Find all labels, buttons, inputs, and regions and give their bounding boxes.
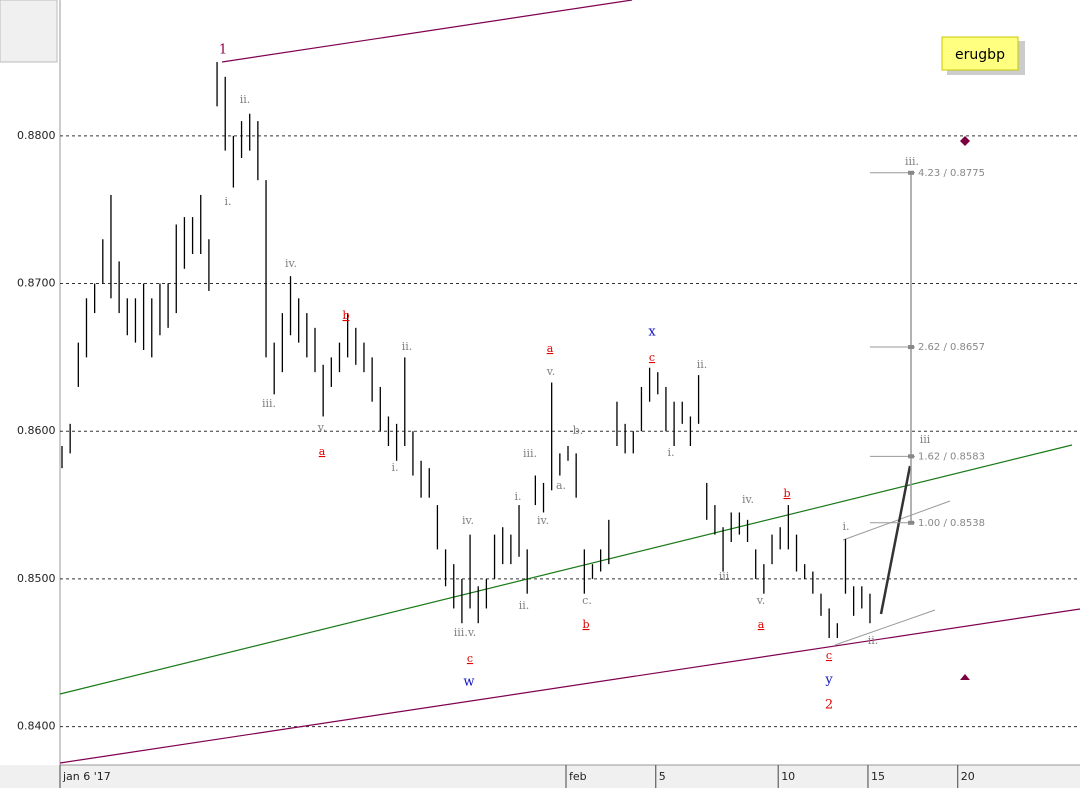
wave-label: c (467, 652, 473, 665)
x-tick-label: jan 6 '17 (62, 770, 111, 783)
wave-label: ii. (402, 340, 413, 353)
x-tick-label: 20 (961, 770, 975, 783)
wave-label: ii. (519, 599, 530, 612)
symbol-label: erugbp (955, 47, 1005, 63)
y-tick-label: 0.8700 (17, 277, 56, 290)
wave-label: iv. (285, 257, 297, 270)
channel-top (221, 0, 633, 63)
wave-label: c (826, 649, 832, 662)
wave-label: c (649, 351, 655, 364)
wave-label: i. (391, 461, 398, 474)
y-tick-label: 0.8800 (17, 129, 56, 142)
x-tick-label: 10 (781, 770, 795, 783)
y-tick-label: 0.8600 (17, 424, 56, 437)
wave-label: iii. (523, 447, 537, 460)
wave-label: v. (756, 594, 765, 607)
legend-box: erugbp (941, 36, 1025, 75)
wave-label: w (463, 675, 474, 690)
wave-label: i. (842, 520, 849, 533)
x-tick-label: feb (569, 770, 587, 783)
wave-label: ii. (868, 634, 879, 647)
projection (879, 465, 912, 615)
small-channel-top (842, 500, 951, 541)
channel-bottom (59, 608, 1080, 764)
wave-label: y (824, 673, 833, 688)
wave-label: iii (719, 570, 730, 583)
wave-label: ii. (240, 93, 251, 106)
wave-label: i. (667, 446, 674, 459)
wave-label: i. (224, 195, 231, 208)
wave-label: a (758, 618, 765, 631)
wave-label: iii.v. (454, 626, 476, 639)
x-tick-label: 15 (871, 770, 885, 783)
wave-label: a (319, 445, 326, 458)
fib-label: 2.62 / 0.8657 (918, 342, 985, 353)
x-axis-band (0, 765, 1080, 788)
trend-lines (59, 0, 1080, 764)
wave-label: b (582, 618, 589, 631)
wave-label: ii. (697, 358, 708, 371)
wave-label: c. (582, 594, 592, 607)
wave-label: b. (573, 424, 584, 437)
wave-label: v. (317, 421, 326, 434)
fib-handle (908, 170, 914, 175)
wave-label: iv. (742, 493, 754, 506)
wave-label: v. (546, 365, 555, 378)
corner-box (0, 0, 58, 63)
y-tick-label: 0.8400 (17, 720, 56, 733)
fib-handle (908, 454, 914, 459)
wave-label: 1 (219, 43, 227, 58)
wave-label: a (547, 342, 554, 355)
fib-handle (908, 345, 914, 350)
wave-label: iii. (262, 397, 276, 410)
wave-label: i. (514, 490, 521, 503)
wave-label: b (783, 487, 790, 500)
x-tick-label: 5 (659, 770, 666, 783)
wave-label: a. (556, 479, 566, 492)
y-tick-label: 0.8500 (17, 572, 56, 585)
wave-label: x (648, 325, 656, 340)
green-trend (59, 444, 1073, 695)
wave-label: iii (920, 433, 931, 446)
wave-label: b (342, 309, 349, 322)
fib-label: 4.23 / 0.8775 (918, 168, 985, 179)
wave-label: iv. (537, 514, 549, 527)
wave-label: iii. (905, 155, 919, 168)
wave-label: iv. (462, 514, 474, 527)
triangle-marker (960, 674, 970, 680)
fib-label: 1.00 / 0.8538 (918, 518, 985, 529)
wave-label: 2 (825, 698, 833, 713)
small-channel-bottom (834, 609, 936, 646)
fib-label: 1.62 / 0.8583 (918, 451, 985, 462)
fib-handle (908, 520, 914, 525)
diamond-marker (960, 136, 970, 146)
